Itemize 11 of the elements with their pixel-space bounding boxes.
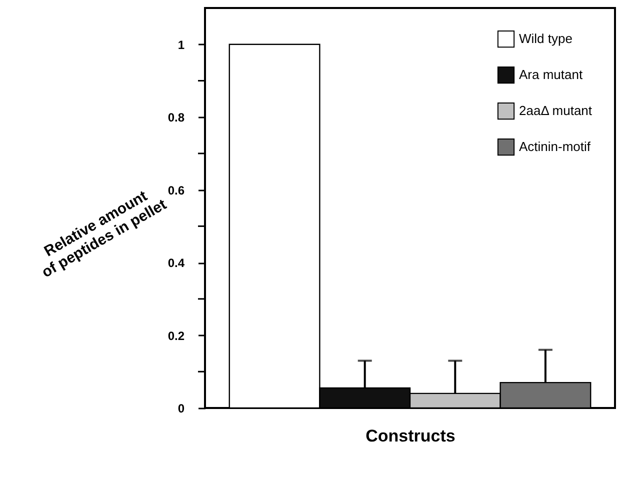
- legend-label: Ara mutant: [519, 67, 583, 82]
- legend-label: Actinin-motif: [519, 139, 591, 154]
- y-tick-label: 0.2: [168, 328, 185, 343]
- legend-label: Wild type: [519, 31, 572, 46]
- y-tick-label: 1: [178, 38, 185, 52]
- x-axis-title: Constructs: [366, 426, 456, 446]
- y-tick-label: 0.6: [168, 183, 185, 198]
- y-tick-label: 0.8: [168, 110, 185, 125]
- y-tick-label: 0: [178, 402, 185, 416]
- legend-label: 2aaΔ mutant: [519, 103, 592, 118]
- y-tick-label: 0.4: [168, 256, 185, 270]
